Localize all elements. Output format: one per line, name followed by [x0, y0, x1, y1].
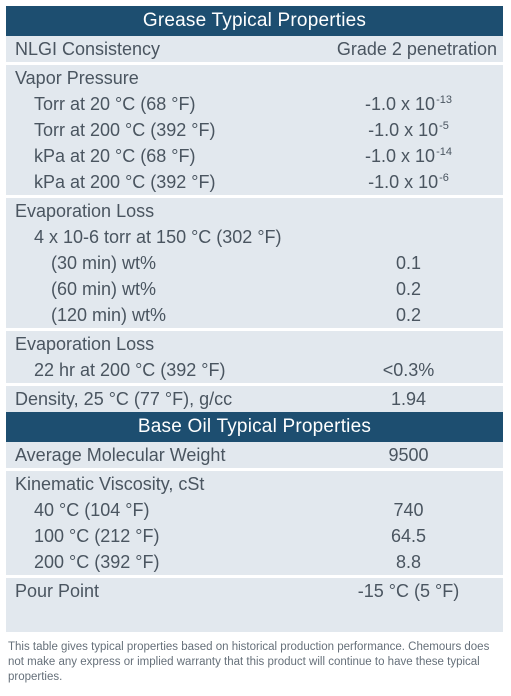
visc-row-value: 64.5 — [390, 526, 427, 546]
vapor-row-value: -1.0 x 10-13 — [365, 94, 452, 114]
evap1-row-value: 0.2 — [395, 305, 422, 325]
visc-row: 200 °C (392 °F) 8.8 — [6, 549, 503, 575]
viscosity-title: Kinematic Viscosity, cSt — [15, 474, 205, 494]
evaporation-loss-title-2: Evaporation Loss — [15, 334, 155, 354]
visc-row: 40 °C (104 °F) 740 — [6, 497, 503, 523]
vapor-row-label: kPa at 20 °C (68 °F) — [34, 146, 196, 166]
visc-row-value: 740 — [393, 500, 424, 520]
density-label: Density, 25 °C (77 °F), g/cc — [15, 389, 233, 409]
vapor-row-value: -1.0 x 10-5 — [368, 120, 449, 140]
divider — [6, 62, 503, 65]
evap1-row-value: 0.1 — [395, 253, 422, 273]
properties-table: Grease Typical Properties NLGI Consisten… — [6, 6, 503, 632]
vapor-row: kPa at 200 °C (392 °F) -1.0 x 10-6 — [6, 169, 503, 195]
evap1-row: (60 min) wt% 0.2 — [6, 276, 503, 302]
visc-row-label: 40 °C (104 °F) — [34, 500, 150, 520]
density-value: 1.94 — [390, 389, 427, 409]
visc-row-value: 8.8 — [395, 552, 422, 572]
evap1-row-label: (120 min) wt% — [51, 305, 167, 325]
evap1-row-value: 0.2 — [395, 279, 422, 299]
vapor-row-value: -1.0 x 10-14 — [365, 146, 452, 166]
divider — [6, 575, 503, 578]
vapor-row-value: -1.0 x 10-6 — [368, 172, 449, 192]
nlgi-row: NLGI Consistency Grade 2 penetration — [6, 36, 503, 62]
evap1-row-label: (60 min) wt% — [51, 279, 157, 299]
evap2-value: <0.3% — [382, 360, 435, 380]
vapor-row-label: Torr at 200 °C (392 °F) — [34, 120, 216, 140]
pour-label: Pour Point — [15, 581, 100, 601]
evap1-row-label: (30 min) wt% — [51, 253, 157, 273]
density-row: Density, 25 °C (77 °F), g/cc 1.94 — [6, 386, 503, 412]
evaporation-loss-title: Evaporation Loss — [15, 201, 155, 221]
divider — [6, 328, 503, 331]
nlgi-value: Grade 2 penetration — [336, 39, 497, 59]
divider — [6, 383, 503, 386]
visc-row-label: 100 °C (212 °F) — [34, 526, 160, 546]
pour-row: Pour Point -15 °C (5 °F) — [6, 578, 503, 604]
mw-label: Average Molecular Weight — [15, 445, 226, 465]
vapor-row: kPa at 20 °C (68 °F) -1.0 x 10-14 — [6, 143, 503, 169]
vapor-row-label: kPa at 200 °C (392 °F) — [34, 172, 216, 192]
evaporation-condition: 4 x 10-6 torr at 150 °C (302 °F) — [34, 227, 282, 247]
vapor-row: Torr at 20 °C (68 °F) -1.0 x 10-13 — [6, 91, 503, 117]
evap1-condition-row: 4 x 10-6 torr at 150 °C (302 °F) — [6, 224, 503, 250]
evap1-title-row: Evaporation Loss — [6, 198, 503, 224]
vapor-title-row: Vapor Pressure — [6, 65, 503, 91]
base-oil-properties-header: Base Oil Typical Properties — [6, 412, 503, 442]
evap2-label: 22 hr at 200 °C (392 °F) — [34, 360, 226, 380]
divider — [6, 468, 503, 471]
evap1-row: (120 min) wt% 0.2 — [6, 302, 503, 328]
visc-row: 100 °C (212 °F) 64.5 — [6, 523, 503, 549]
visc-row-label: 200 °C (392 °F) — [34, 552, 160, 572]
grease-properties-header: Grease Typical Properties — [6, 6, 503, 36]
nlgi-label: NLGI Consistency — [15, 39, 161, 59]
visc-title-row: Kinematic Viscosity, cSt — [6, 471, 503, 497]
pour-value: -15 °C (5 °F) — [357, 581, 460, 601]
footnote: This table gives typical properties base… — [8, 641, 490, 683]
divider — [6, 195, 503, 198]
vapor-row-label: Torr at 20 °C (68 °F) — [34, 94, 196, 114]
vapor-pressure-title: Vapor Pressure — [15, 68, 139, 88]
evap1-row: (30 min) wt% 0.1 — [6, 250, 503, 276]
mw-value: 9500 — [388, 445, 429, 465]
vapor-row: Torr at 200 °C (392 °F) -1.0 x 10-5 — [6, 117, 503, 143]
evap2-row: 22 hr at 200 °C (392 °F) <0.3% — [6, 357, 503, 383]
mw-row: Average Molecular Weight 9500 — [6, 442, 503, 468]
evap2-title-row: Evaporation Loss — [6, 331, 503, 357]
